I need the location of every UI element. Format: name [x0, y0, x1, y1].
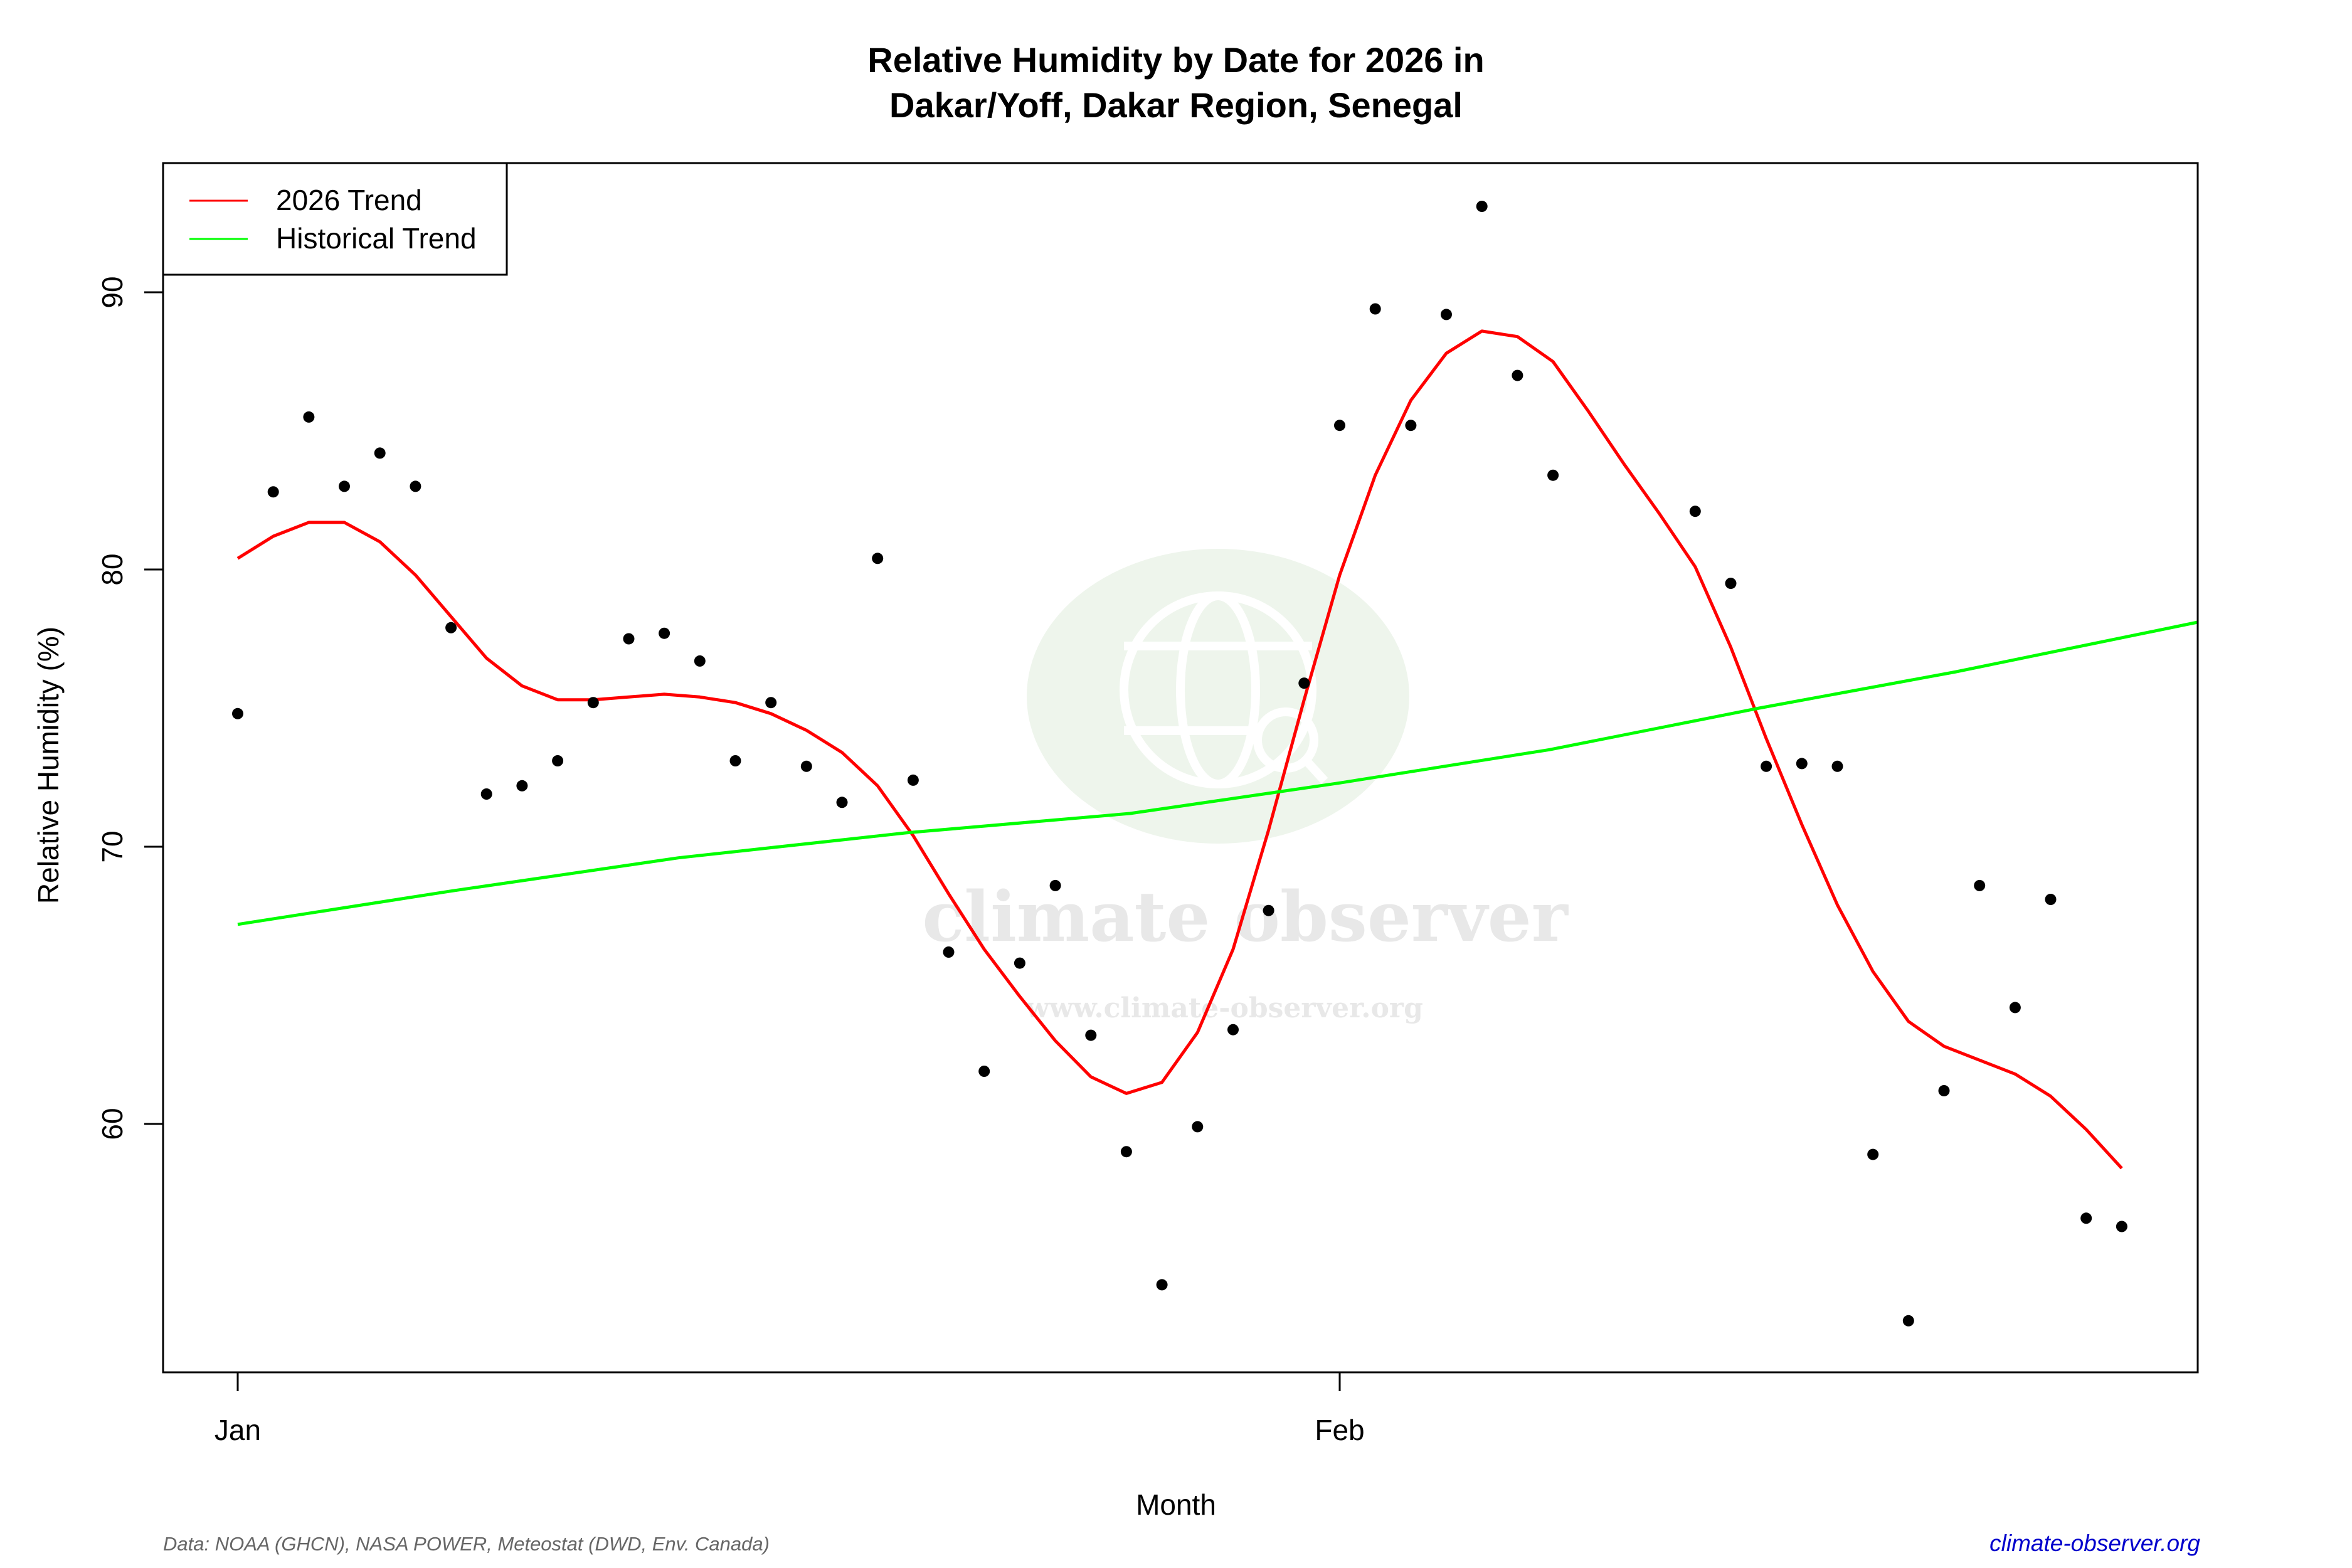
data-point — [303, 411, 315, 423]
data-point — [1476, 201, 1488, 212]
data-point — [1014, 957, 1025, 969]
chart-title-line-2: Dakar/Yoff, Dakar Region, Senegal — [889, 85, 1463, 125]
y-tick-label: 90 — [96, 276, 129, 308]
data-point — [2045, 894, 2057, 905]
data-point — [232, 707, 243, 719]
data-point — [1298, 677, 1310, 689]
data-point — [765, 697, 777, 709]
y-axis-label: Relative Humidity (%) — [32, 626, 65, 904]
data-point — [2080, 1212, 2092, 1224]
data-point — [339, 480, 350, 492]
x-axis-label: Month — [1136, 1488, 1216, 1521]
historical-trend-line — [237, 620, 2198, 926]
data-point — [1689, 506, 1701, 517]
data-point — [1369, 303, 1381, 315]
plot-frame — [162, 162, 2199, 1374]
data-point — [1547, 469, 1559, 481]
data-point — [907, 774, 919, 786]
x-tick-label: Feb — [1315, 1414, 1364, 1446]
data-point — [2009, 1002, 2021, 1014]
legend: 2026 Trend Historical Trend — [162, 162, 508, 276]
y-tick-label: 70 — [96, 830, 129, 862]
data-point — [1192, 1121, 1204, 1133]
data-point — [410, 480, 421, 492]
site-link[interactable]: climate-observer.org — [1989, 1530, 2200, 1556]
data-point — [1761, 760, 1772, 772]
data-point — [1085, 1029, 1097, 1041]
data-point — [1831, 760, 1843, 772]
data-point — [587, 697, 599, 709]
watermark: climate observer www.climate-observer.or… — [922, 549, 1569, 1024]
data-point — [552, 755, 564, 766]
data-point — [694, 655, 706, 667]
y-tick-label: 60 — [96, 1108, 129, 1140]
data-point — [445, 622, 457, 633]
y-tick-label: 80 — [96, 553, 129, 585]
data-point — [943, 946, 955, 958]
data-point — [800, 760, 812, 772]
data-point — [623, 633, 635, 645]
chart-title-line-1: Relative Humidity by Date for 2026 in — [867, 40, 1485, 80]
data-point — [1902, 1315, 1914, 1327]
data-point — [729, 755, 741, 766]
data-point — [872, 553, 884, 564]
data-point — [1512, 369, 1523, 381]
data-point — [659, 627, 670, 639]
data-point — [1120, 1146, 1132, 1158]
data-point — [1156, 1279, 1168, 1291]
data-point — [978, 1066, 990, 1077]
watermark-url: www.climate-observer.org — [1025, 992, 1423, 1024]
data-point — [480, 788, 492, 800]
data-point — [1796, 758, 1808, 770]
data-point — [1974, 879, 1986, 891]
trend-2026-line — [236, 329, 2123, 1170]
data-point — [1867, 1148, 1879, 1160]
data-point — [1227, 1024, 1239, 1036]
data-point — [1725, 578, 1737, 590]
legend-2026-label: 2026 Trend — [276, 184, 422, 216]
data-point — [1938, 1085, 1950, 1096]
data-point — [836, 797, 848, 808]
data-point — [374, 447, 386, 459]
data-point — [516, 780, 528, 792]
data-point — [1263, 904, 1274, 916]
legend-historical-label: Historical Trend — [276, 222, 477, 255]
data-point — [1441, 309, 1452, 320]
data-point — [1405, 420, 1417, 432]
data-point — [267, 486, 279, 498]
data-point — [2116, 1221, 2127, 1232]
x-tick-label: Jan — [215, 1414, 261, 1446]
axes: 60 70 80 90 Jan Feb — [96, 276, 1365, 1446]
data-source-caption: Data: NOAA (GHCN), NASA POWER, Meteostat… — [163, 1533, 770, 1555]
watermark-name: climate observer — [922, 876, 1569, 957]
data-point — [1334, 420, 1345, 432]
data-point — [1049, 879, 1061, 891]
